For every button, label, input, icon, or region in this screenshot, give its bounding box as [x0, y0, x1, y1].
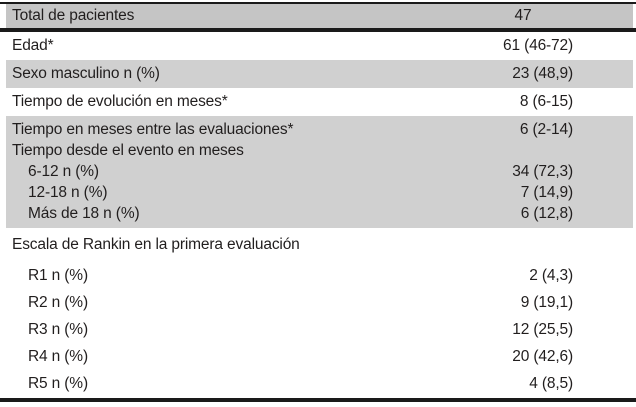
row-label: Tiempo en meses entre las evaluaciones* — [12, 120, 294, 138]
row-label: Tiempo desde el evento en meses — [12, 141, 244, 159]
row-value: 9 (19,1) — [520, 293, 573, 311]
row-label: Sexo masculino n (%) — [12, 65, 160, 82]
table-section-rankin-title: Escala de Rankin en la primera evaluació… — [6, 228, 633, 262]
table-row-tiempo-evaluaciones: Tiempo en meses entre las evaluaciones* … — [6, 119, 633, 140]
row-label: Más de 18 n (%) — [28, 205, 140, 223]
table-row-sexo: Sexo masculino n (%) 23 (48,9) — [6, 60, 633, 88]
row-label: Edad* — [12, 37, 54, 54]
row-value: 34 (72,3) — [512, 162, 573, 180]
table-row-6-12: 6-12 n (%) 34 (72,3) — [6, 161, 633, 182]
table-row-r3: R3 n (%) 12 (25,5) — [6, 316, 633, 343]
row-label: R4 n (%) — [28, 348, 88, 366]
row-label: 6-12 n (%) — [28, 162, 99, 180]
top-rule — [0, 2, 636, 4]
bottom-rule — [0, 397, 636, 402]
table-row-mas-de-18: Más de 18 n (%) 6 (12,8) — [6, 204, 633, 225]
row-value: 61 (46-72) — [502, 37, 573, 54]
table-row-tiempo-evolucion: Tiempo de evolución en meses* 8 (6-15) — [6, 88, 633, 116]
row-value: 47 — [514, 7, 532, 24]
row-label: 12-18 n (%) — [28, 184, 108, 202]
table-row-r4: R4 n (%) 20 (42,6) — [6, 344, 633, 371]
row-value: 20 (42,6) — [512, 348, 573, 366]
table-group-tiempo-evento: Tiempo en meses entre las evaluaciones* … — [6, 116, 633, 228]
row-label: R3 n (%) — [28, 320, 88, 338]
row-label: Tiempo de evolución en meses* — [12, 93, 228, 110]
row-value: 23 (48,9) — [512, 65, 573, 82]
row-value: 8 (6-15) — [519, 93, 573, 110]
table-row-r1: R1 n (%) 2 (4,3) — [6, 262, 633, 289]
table-row-total: Total de pacientes 47 — [6, 4, 633, 28]
table-row-12-18: 12-18 n (%) 7 (14,9) — [6, 183, 633, 204]
table-row-tiempo-desde-evento: Tiempo desde el evento en meses — [6, 140, 633, 161]
table-row-edad: Edad* 61 (46-72) — [6, 32, 633, 60]
row-value: 7 (14,9) — [520, 184, 573, 202]
row-label: R2 n (%) — [28, 293, 88, 311]
row-label: R1 n (%) — [28, 266, 88, 284]
row-value: 12 (25,5) — [512, 320, 573, 338]
row-value: 6 (2-14) — [519, 120, 573, 138]
row-label: Total de pacientes — [12, 7, 135, 24]
row-value: 6 (12,8) — [520, 205, 573, 223]
table-row-r5: R5 n (%) 4 (8,5) — [6, 371, 633, 398]
row-value: 2 (4,3) — [529, 266, 573, 284]
header-rule — [0, 28, 636, 32]
row-label: R5 n (%) — [28, 375, 88, 393]
section-title: Escala de Rankin en la primera evaluació… — [12, 236, 300, 253]
row-value: 4 (8,5) — [529, 375, 573, 393]
table-row-r2: R2 n (%) 9 (19,1) — [6, 289, 633, 316]
